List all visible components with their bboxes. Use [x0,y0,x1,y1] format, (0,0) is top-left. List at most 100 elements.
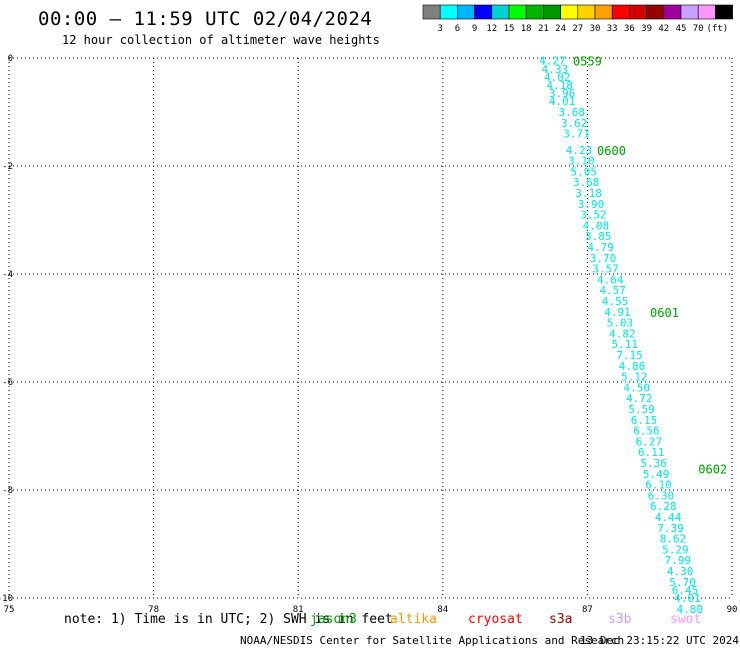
colorbar-tick-label: 30 [590,24,601,34]
colorbar-tick-label: 45 [676,24,687,34]
swh-data-label: 4.01 [549,95,576,108]
colorbar-tick-label: 42 [658,24,669,34]
colorbar-tick-label: 39 [641,24,652,34]
colorbar-swatch [508,4,527,20]
swh-data-label: 4.27 [539,55,566,68]
swh-data-label: 4.23 [566,144,593,157]
swh-data-label: 5.11 [612,338,639,351]
swh-data-label: 7.39 [657,522,684,535]
swh-data-label: 6.11 [638,446,665,459]
colorbar-swatch [525,4,544,20]
colorbar-unit: (ft) [707,24,729,34]
satellite-legend-s3a: s3a [549,612,573,627]
satellite-legend-altika: altika [390,612,437,627]
swh-data-label: 3.71 [563,128,590,141]
x-tick-label: 84 [437,605,448,615]
swh-data-label: 4.44 [655,511,682,524]
generation-timestamp: 13 Dec 23:15:22 UTC 2024 [580,634,739,647]
swh-data-label: 4.50 [624,381,651,394]
y-tick-label: -6 [2,378,13,388]
swh-data-label: 6.30 [648,489,675,502]
satellite-legend-jason3: jason3 [310,612,357,627]
pass-time-label: 0559 [573,55,602,69]
swh-data-label: 6.28 [650,500,677,513]
chart-axes: 75 78 81 84 87 90 0 -2 -4 -6 -8 -10 [0,54,737,615]
swh-data-label: 6.15 [631,414,658,427]
pass-time-label: 0601 [650,306,679,320]
x-tick-label: 78 [148,605,159,615]
swh-data-label: 4.57 [599,284,626,297]
colorbar-tick-label: 3 [437,24,442,34]
swh-data-label: 5.05 [571,165,598,178]
swh-data-label: 4.82 [609,327,636,340]
colorbar-swatch [577,4,596,20]
colorbar-tick-label: 33 [607,24,618,34]
swh-data-label: 7.15 [616,349,643,362]
colorbar-tick-label: 15 [504,24,515,34]
swh-data-label: 3.62 [561,117,588,130]
colorbar-tick-label: 24 [555,24,566,34]
x-tick-label: 87 [582,605,593,615]
swh-data-label: 3.68 [573,176,600,189]
swh-data-label: 4.86 [619,360,646,373]
colorbar-swatch [457,4,475,20]
swh-data-label: 4.08 [583,219,610,232]
swh-data-label: 4.72 [626,392,653,405]
colorbar-tick-label: 18 [521,24,532,34]
colorbar-tick-label: 70 [693,24,704,34]
swh-data-label: 6.10 [645,479,672,492]
pass-time-label: 0600 [597,144,626,158]
y-tick-label: -4 [2,270,13,280]
swh-data-label: 6.56 [633,425,660,438]
colorbar-tick-label: 9 [472,24,477,34]
colorbar-swatch [474,4,493,20]
y-tick-label: 0 [8,54,13,64]
swh-data-label: 3.90 [578,198,605,211]
swh-data-label: 4.64 [597,273,624,286]
satellite-legend-cryosat: cryosat [468,612,523,627]
swh-data-label: 8.62 [660,533,687,546]
colorbar-tick-label: 36 [624,24,635,34]
swh-data-label: 3.70 [590,252,617,265]
pass-time-label: 0602 [698,462,727,476]
colorbar-swatch [629,4,647,20]
colorbar-swatch [680,4,699,20]
swh-data-label: 5.29 [662,543,689,556]
swh-data-label: 4.18 [546,79,573,92]
swh-data-label: 6.45 [672,584,699,597]
swh-data-label: 5.70 [669,576,696,589]
colorbar-tick-label: 6 [455,24,460,34]
swh-data-label: 4.55 [602,295,629,308]
swh-data-label: 3.52 [580,209,607,222]
swh-data-label: 3.18 [575,187,602,200]
colorbar-swatch [543,4,561,20]
x-tick-label: 81 [293,605,304,615]
satellite-legend-s3b: s3b [608,612,632,627]
colorbar: 3 6 9 12 15 18 21 24 27 30 33 36 39 42 45 70 (ft) [422,4,733,34]
colorbar-swatch [594,4,613,20]
colorbar-swatch [491,4,510,20]
y-tick-label: -2 [2,162,13,172]
y-tick-label: -10 [0,594,13,604]
colorbar-swatch [663,4,682,20]
swh-data-label: 4.30 [667,565,694,578]
swh-data-label: 4.02 [544,71,571,84]
colorbar-tick-label: 27 [572,24,583,34]
x-tick-label: 75 [4,605,15,615]
swh-data-label: 4.91 [604,306,631,319]
colorbar-tick-label: 21 [538,24,549,34]
swh-data-label: 5.49 [643,468,670,481]
swh-data-label: 5.36 [640,457,667,470]
page-subtitle: 12 hour collection of altimeter wave hei… [62,33,380,47]
swh-data-label: 4.01 [674,592,701,605]
colorbar-swatch [439,4,458,20]
data-labels: 4.274.334.024.183.964.013.683.623.714.23… [539,55,727,616]
colorbar-swatch [560,4,579,20]
swh-data-label: 4.80 [677,603,704,616]
y-tick-label: -8 [2,486,13,496]
chart-grid [8,57,733,599]
swh-data-label: 4.33 [542,63,569,76]
swh-data-label: 4.79 [587,241,614,254]
swh-data-label: 6.27 [636,435,663,448]
